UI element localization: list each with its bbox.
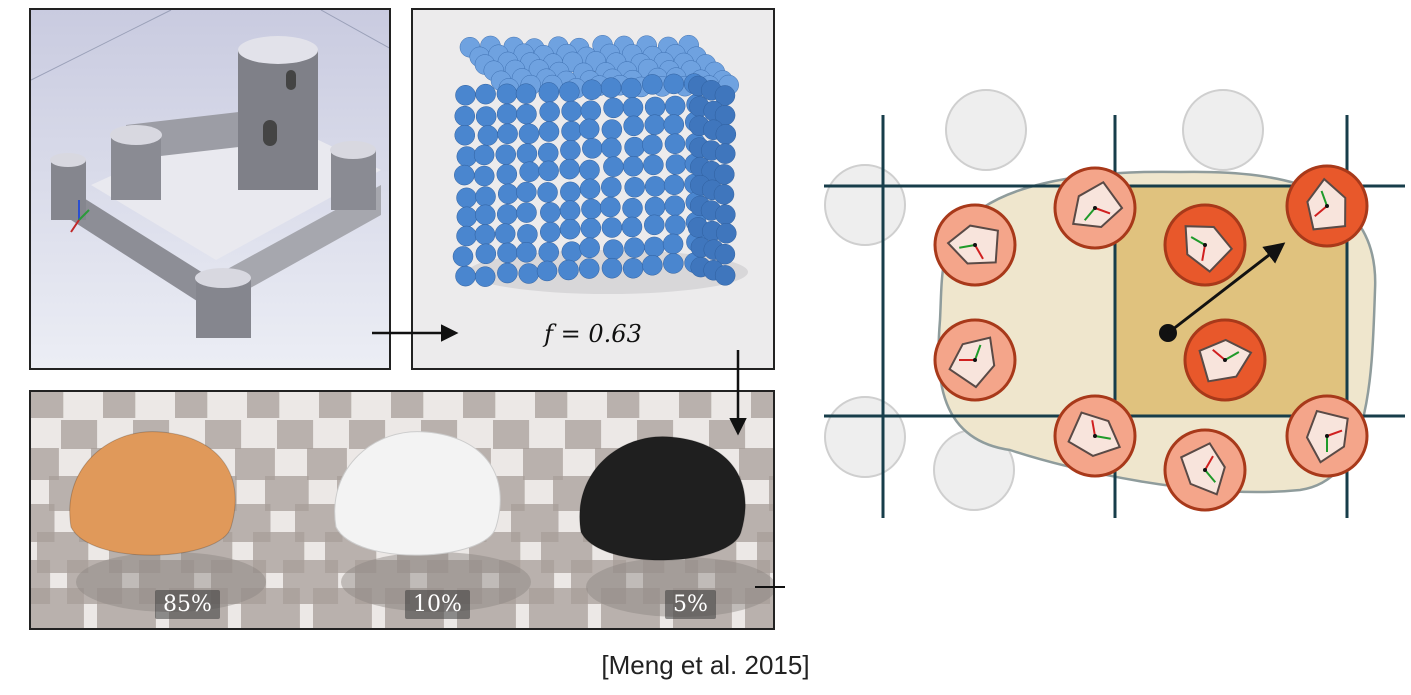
sphere-packing-image: f = 0.63 <box>411 8 775 370</box>
percentage-label-orange: 85% <box>155 590 220 619</box>
velocity-arrow <box>1167 242 1286 335</box>
sphere-cube-illustration <box>452 34 748 294</box>
percentage-label-white: 10% <box>405 590 470 619</box>
materials-illustration <box>31 392 773 628</box>
stone <box>579 436 746 561</box>
particle <box>1163 203 1247 287</box>
percentage-label-black: 5% <box>665 590 716 619</box>
stone <box>69 431 236 556</box>
particle <box>1285 164 1369 248</box>
snow-castle-image <box>29 8 391 370</box>
snow-castle-illustration <box>31 10 389 368</box>
inactive-particle <box>824 164 906 246</box>
inactive-particle <box>1182 89 1264 171</box>
inactive-particle <box>824 396 906 478</box>
particle <box>933 318 1017 402</box>
particle <box>1053 394 1137 478</box>
particle <box>1053 166 1137 250</box>
sphere-cluster <box>452 34 739 287</box>
citation: [Meng et al. 2015] <box>601 650 810 680</box>
particle <box>1285 394 1369 478</box>
packing-fraction-label: f = 0.63 <box>544 320 642 348</box>
stone <box>334 431 501 556</box>
inactive-particle <box>945 89 1027 171</box>
stone-shadow <box>586 557 773 617</box>
particle <box>1163 428 1247 512</box>
mpm-grid-diagram <box>824 89 1405 518</box>
materials-image <box>29 390 775 630</box>
particle <box>1183 318 1267 402</box>
stone-shadow <box>341 552 531 612</box>
particle <box>933 203 1017 287</box>
